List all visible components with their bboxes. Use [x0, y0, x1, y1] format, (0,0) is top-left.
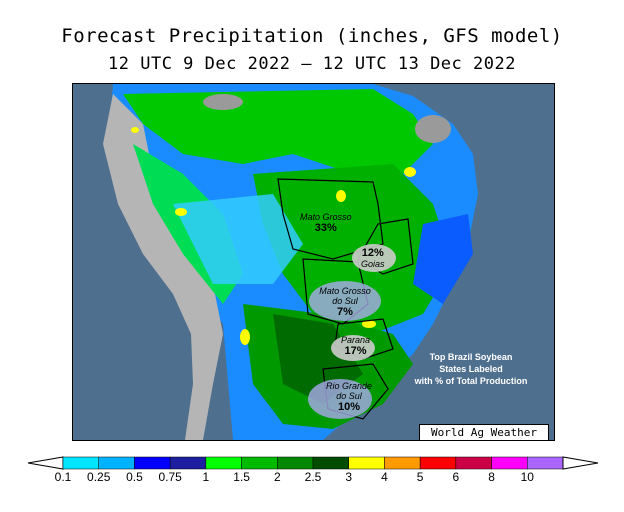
colorbar-swatch — [312, 456, 349, 470]
colorbar-high-arrow — [562, 456, 599, 470]
colorbar-swatch — [491, 456, 528, 470]
colorbar-tick-label: 3 — [345, 470, 353, 484]
state-label-rio-grande-do-sul: Rio Grande do Sul 10% — [323, 381, 375, 413]
state-label-bg — [352, 244, 396, 272]
map-canvas — [73, 84, 554, 440]
colorbar-tick-label: 1 — [202, 470, 210, 484]
rain-zone-east-blue — [413, 214, 473, 304]
state-share: 7% — [337, 306, 353, 318]
map-title: Forecast Precipitation (inches, GFS mode… — [61, 25, 563, 47]
colorbar-tick-label: 8 — [488, 470, 495, 484]
colorbar-swatch — [277, 456, 314, 470]
heavy-rain-spot — [175, 208, 187, 216]
heavy-rain-spot — [404, 167, 416, 177]
rain-zone-lightblue — [173, 194, 303, 284]
credit-label: World Ag Weather — [419, 424, 549, 441]
colorbar-swatch — [455, 456, 492, 470]
colorbar-tick-label: 5 — [416, 470, 424, 484]
state-label-bg — [331, 335, 375, 361]
colorbar-swatch — [62, 456, 99, 470]
state-name: Goias — [361, 259, 385, 269]
andes-dry-region — [103, 94, 223, 440]
dry-patch — [203, 94, 243, 110]
colorbar-tick-label: 0.1 — [54, 470, 72, 484]
state-label-bg — [309, 281, 381, 321]
colorbar-swatch — [241, 456, 278, 470]
state-name: Mato Grosso — [300, 212, 352, 222]
state-share: 33% — [314, 222, 337, 234]
colorbar-tick-label: 10 — [520, 470, 534, 484]
colorbar-swatch — [527, 456, 564, 470]
rain-zone-central — [253, 164, 453, 334]
colorbar-tick-label: 2 — [273, 470, 281, 484]
colorbar-tick-label: 4 — [381, 470, 388, 484]
precipitation-colorbar — [27, 456, 599, 470]
state-label-mato-grosso-do-sul: Mato Grosso do Sul 7% — [313, 286, 377, 318]
colorbar-tick-label: 0.5 — [126, 470, 143, 484]
heavy-rain-spot — [131, 127, 139, 133]
precipitation-map: Mato Grosso 33% 12% Goias Mato Grosso do… — [72, 83, 555, 441]
note-line: States Labeled — [439, 364, 503, 374]
state-label-parana: Parana 17% — [341, 335, 370, 357]
colorbar-swatch — [98, 456, 135, 470]
state-label-mato-grosso: Mato Grosso 33% — [300, 212, 352, 234]
state-share: 17% — [344, 345, 367, 357]
colorbar-low-arrow — [27, 456, 64, 470]
colorbar-swatch — [169, 456, 207, 470]
rain-zone-north — [123, 89, 433, 174]
heavy-rain-spot — [240, 329, 250, 345]
state-name: Rio Grande do Sul — [325, 381, 373, 401]
colorbar-tick-label: 0.75 — [158, 470, 182, 484]
colorbar-swatch — [205, 456, 242, 470]
heavy-rain-spot — [336, 190, 346, 202]
state-name: Parana — [341, 335, 371, 345]
colorbar-swatch — [134, 456, 171, 470]
state-share: 10% — [337, 401, 361, 413]
dry-patch — [415, 115, 451, 143]
state-label-goias: 12% Goias — [361, 247, 385, 269]
colorbar-swatch — [419, 456, 457, 470]
state-label-bg — [308, 379, 372, 419]
state-share: 12% — [361, 247, 384, 259]
colorbar-tick-label: 2.5 — [304, 470, 322, 484]
colorbar-swatch — [384, 456, 421, 470]
note-line: Top Brazil Soybean — [429, 352, 513, 362]
state-name: Mato Grosso do Sul — [319, 286, 371, 306]
note-line: with % of Total Production — [414, 376, 528, 386]
map-subtitle: 12 UTC 9 Dec 2022 — 12 UTC 13 Dec 2022 — [108, 54, 516, 74]
colorbar-tick-label: 0.25 — [87, 470, 111, 484]
map-note: Top Brazil Soybean States Labeled with %… — [398, 351, 544, 387]
heavy-rain-spot — [362, 320, 376, 328]
colorbar-tick-label: 6 — [452, 470, 460, 484]
colorbar-tick-label: 1.5 — [233, 470, 250, 484]
colorbar-swatch — [348, 456, 385, 470]
